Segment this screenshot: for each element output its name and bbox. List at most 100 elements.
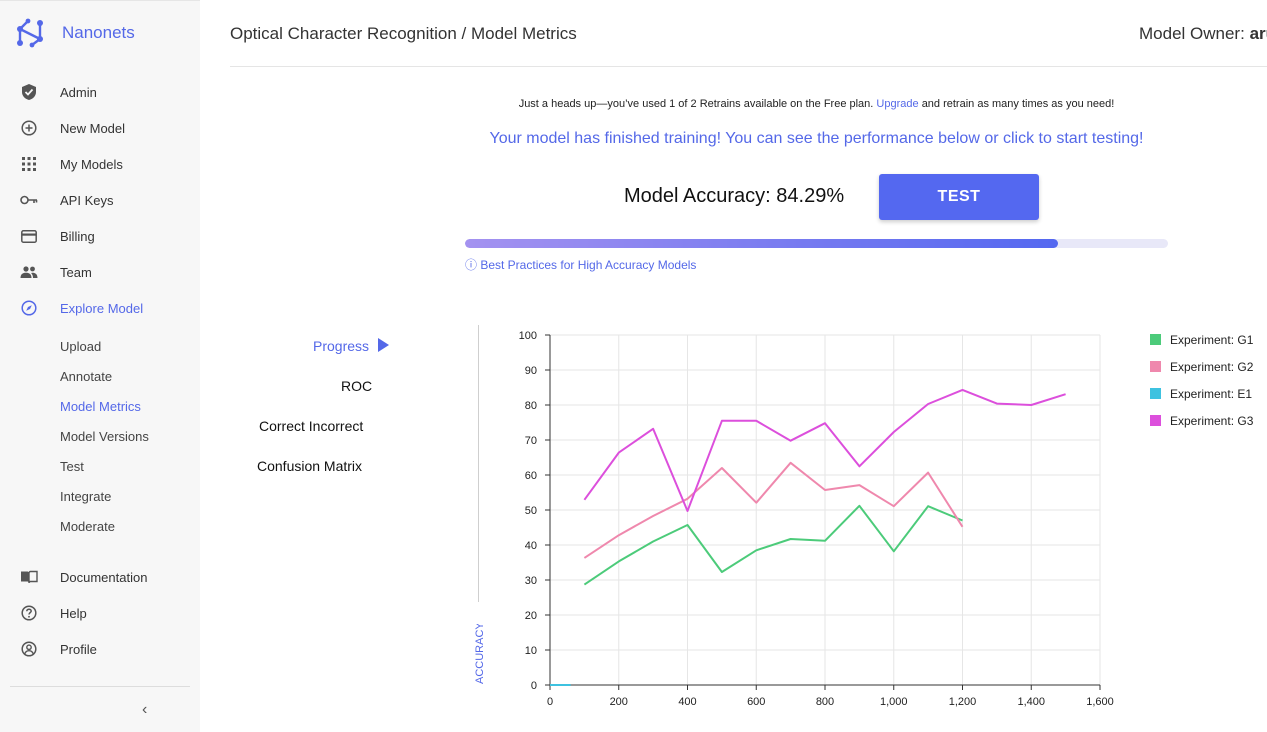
x-tick-label: 1,400 (1017, 696, 1045, 708)
chart-legend: Experiment: G1 Experiment: G2 Experiment: … (1150, 326, 1253, 434)
legend-swatch (1150, 388, 1161, 399)
tab-confusion-matrix[interactable]: Confusion Matrix (257, 458, 363, 474)
sidebar-item-label: Help (60, 605, 87, 621)
accuracy-progress-chart: 0 10 20 30 40 50 60 70 80 90 100 0 200 400 600 800 1,000… (519, 330, 1114, 708)
help-icon (20, 604, 38, 622)
legend-item[interactable]: Experiment: G3 (1150, 407, 1253, 434)
y-tick-label: 20 (525, 610, 537, 622)
shield-icon (20, 83, 38, 101)
plus-circle-icon (20, 119, 38, 137)
sidebar-subitem-moderate[interactable]: Moderate (60, 519, 115, 534)
upgrade-link[interactable]: Upgrade (876, 98, 919, 110)
x-tick-label: 1,000 (880, 696, 908, 708)
sidebar-item-profile[interactable]: Profile (0, 634, 200, 664)
sidebar-item-team[interactable]: Team (0, 257, 200, 287)
grid-icon (20, 155, 38, 173)
credit-card-icon (20, 227, 38, 245)
legend-label: Experiment: G1 (1170, 332, 1254, 347)
series-line-experiment-g1 (583, 504, 963, 586)
x-tick-label: 1,200 (949, 696, 977, 708)
legend-swatch (1150, 415, 1161, 426)
best-practices-link[interactable]: ⓘ Best Practices for High Accuracy Model… (465, 258, 697, 272)
sidebar-item-new-model[interactable]: New Model (0, 113, 200, 143)
active-tab-arrow-icon (378, 338, 389, 352)
accuracy-progress-fill (465, 239, 1058, 248)
y-tick-label: 40 (525, 540, 537, 552)
x-tick-label: 400 (678, 696, 696, 708)
accuracy-progress-bar (465, 239, 1168, 248)
x-tick-label: 1,600 (1086, 696, 1114, 708)
sidebar-subitem-model-metrics[interactable]: Model Metrics (60, 399, 141, 414)
y-tick-label: 60 (525, 470, 537, 482)
series-line-experiment-g2 (583, 461, 964, 559)
y-tick-label: 30 (525, 575, 537, 587)
header-divider (230, 66, 1267, 67)
model-accuracy: Model Accuracy: 84.29% (624, 185, 845, 207)
tab-roc[interactable]: ROC (341, 378, 373, 394)
y-axis-label: ACCURACY (474, 624, 486, 684)
x-tick-label: 200 (610, 696, 628, 708)
legend-label: Experiment: E1 (1170, 386, 1253, 401)
y-tick-label: 90 (525, 365, 537, 377)
notice-text-after: and retrain as many times as you need! (921, 98, 1115, 110)
y-tick-label: 80 (525, 400, 537, 412)
sidebar-item-billing[interactable]: Billing (0, 221, 200, 251)
book-icon (20, 568, 38, 586)
sidebar-item-label: My Models (60, 156, 123, 172)
tab-progress[interactable]: Progress (313, 338, 370, 354)
sidebar-item-label: Team (60, 264, 92, 280)
sidebar-item-label: Documentation (60, 569, 148, 585)
model-owner: Model Owner: aru (1139, 24, 1267, 44)
sidebar-item-my-models[interactable]: My Models (0, 149, 200, 179)
sidebar-subitem-upload[interactable]: Upload (60, 339, 102, 354)
model-owner-name: aru (1249, 24, 1267, 43)
sidebar-subitem-model-versions[interactable]: Model Versions (60, 429, 149, 444)
legend-item[interactable]: Experiment: G1 (1150, 326, 1253, 353)
sidebar-item-explore-model[interactable]: Explore Model (0, 293, 200, 323)
sidebar-item-help[interactable]: Help (0, 598, 200, 628)
brand[interactable]: Nanonets (14, 17, 135, 49)
legend-label: Experiment: G3 (1170, 413, 1254, 428)
legend-swatch (1150, 361, 1161, 372)
people-icon (20, 263, 38, 281)
model-owner-label: Model Owner: (1139, 24, 1245, 43)
sidebar-item-label: Admin (60, 84, 97, 100)
y-tick-label: 50 (525, 505, 537, 517)
legend-item[interactable]: Experiment: E1 (1150, 380, 1253, 407)
legend-label: Experiment: G2 (1170, 359, 1254, 374)
breadcrumb: Optical Character Recognition / Model Me… (230, 24, 577, 43)
compass-icon (20, 299, 38, 317)
sidebar-subitem-annotate[interactable]: Annotate (60, 369, 113, 384)
x-tick-label: 600 (747, 696, 765, 708)
test-button[interactable]: TEST (879, 174, 1039, 220)
sidebar-item-label: API Keys (60, 192, 114, 208)
profile-icon (20, 640, 38, 658)
sidebar-item-label: Profile (60, 641, 97, 657)
y-tick-label: 100 (519, 330, 537, 342)
notice-text-before: Just a heads up—you’ve used 1 of 2 Retra… (518, 98, 874, 110)
sidebar-item-api-keys[interactable]: API Keys (0, 185, 200, 215)
sidebar-item-documentation[interactable]: Documentation (0, 562, 200, 592)
training-finished-message: Your model has finished training! You ca… (489, 130, 1144, 147)
y-tick-label: 70 (525, 435, 537, 447)
sidebar-item-label: Explore Model (60, 300, 144, 316)
sidebar-divider (10, 686, 190, 687)
collapse-sidebar-button[interactable]: ‹ (142, 701, 148, 718)
retrain-notice: Just a heads up—you’ve used 1 of 2 Retra… (465, 98, 1168, 110)
sidebar-subitem-test[interactable]: Test (60, 459, 84, 474)
x-tick-label: 800 (816, 696, 834, 708)
sidebar-item-admin[interactable]: Admin (0, 77, 200, 107)
key-icon (20, 191, 38, 209)
legend-item[interactable]: Experiment: G2 (1150, 353, 1253, 380)
sidebar-item-label: Billing (60, 228, 95, 244)
svg-text:ACCURACY: ACCURACY (474, 624, 486, 684)
tab-correct-incorrect[interactable]: Correct Incorrect (259, 418, 364, 434)
tabs-divider (478, 325, 479, 602)
brand-name: Nanonets (62, 23, 135, 42)
sidebar-subitem-integrate[interactable]: Integrate (60, 489, 112, 504)
sidebar-item-label: New Model (60, 120, 126, 136)
y-tick-label: 0 (531, 680, 537, 692)
legend-swatch (1150, 334, 1161, 345)
sidebar: Nanonets Admin New Model My Models API K… (0, 0, 200, 732)
y-tick-label: 10 (525, 645, 537, 657)
